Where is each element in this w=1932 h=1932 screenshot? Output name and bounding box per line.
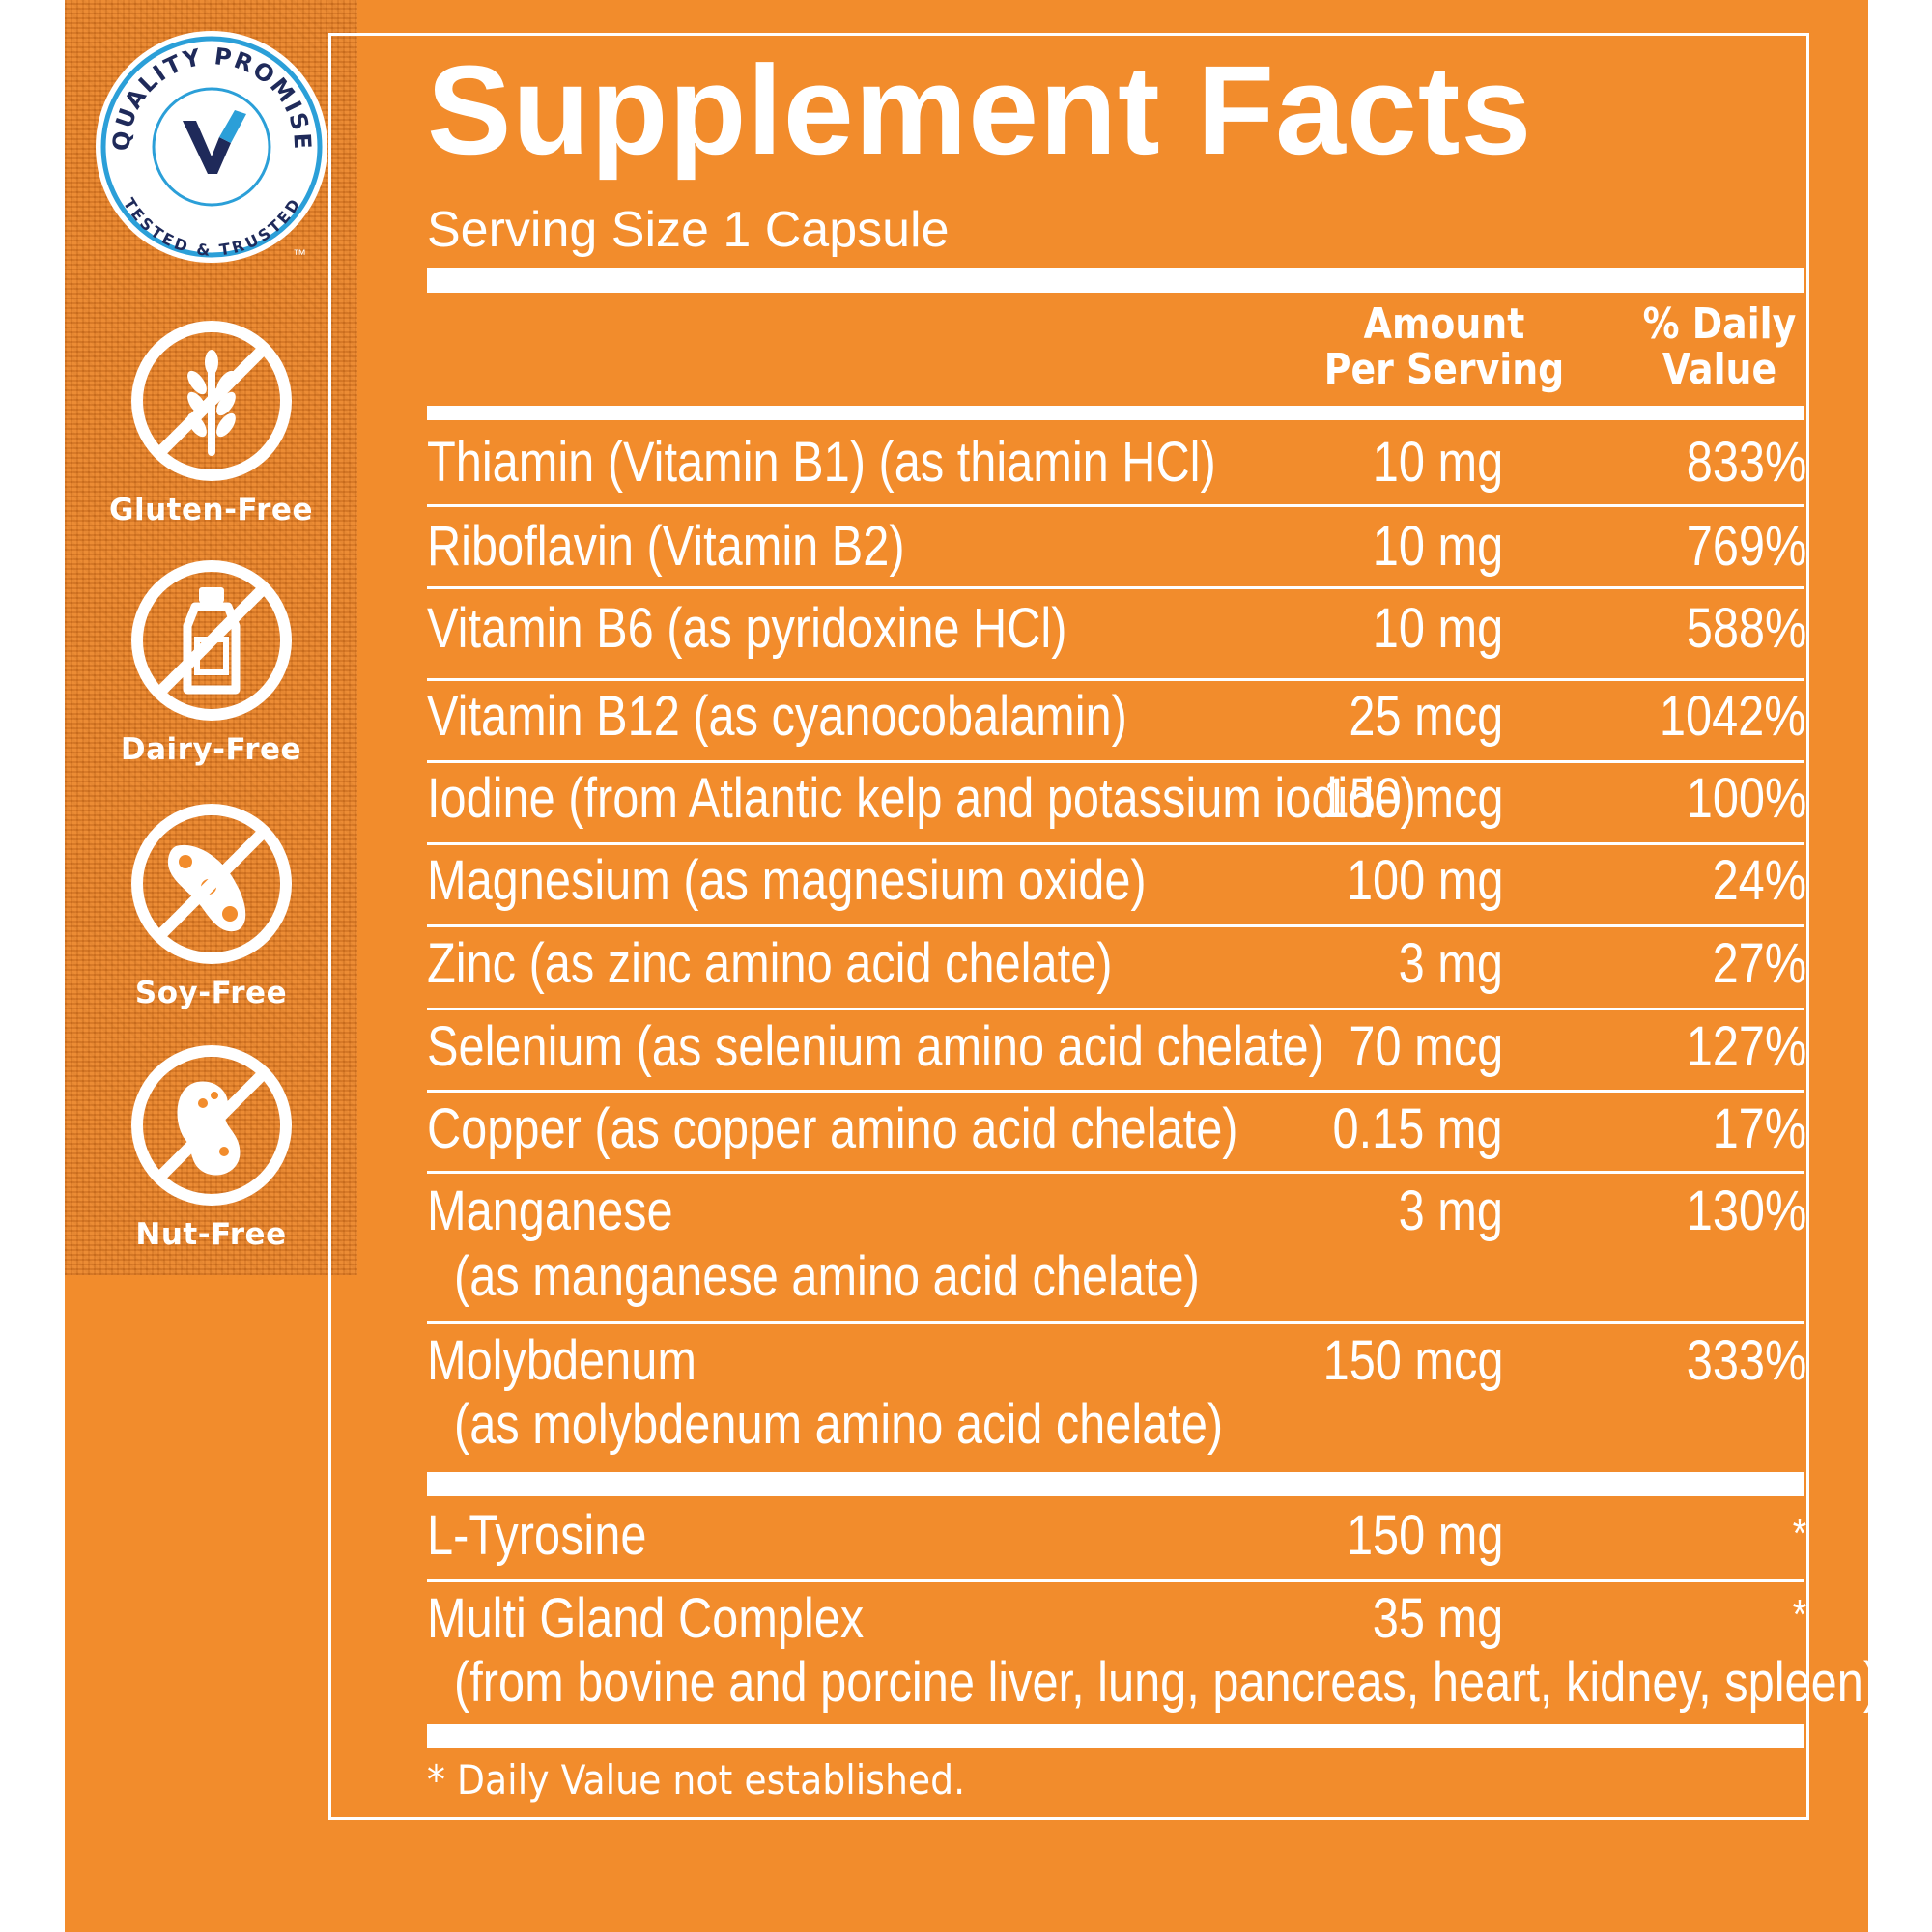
soy-free-label: Soy-Free [134,976,288,1010]
header-bar [427,406,1804,420]
daily-value-header: % Daily Value [1642,299,1797,394]
nut-free-block: Nut-Free [65,1043,357,1252]
mid-bar [427,1472,1804,1496]
milk-bottle-icon [130,560,292,721]
facts-box [328,33,1809,1820]
soy-free-block: Soy-Free [65,802,357,1010]
soybean-icon [130,804,292,964]
row-divider [427,1090,1804,1093]
row-divider [427,924,1804,927]
dairy-free-block: Dairy-Free [65,558,357,767]
row-divider [427,1579,1804,1582]
row-divider [427,1008,1804,1010]
label-panel: QUALITY PROMISE TESTED & TRUSTED ™ [65,0,1868,1932]
row-divider [427,760,1804,763]
nut-free-label: Nut-Free [135,1217,287,1252]
footnote: * Daily Value not established. [427,1756,966,1804]
row-divider [427,678,1804,681]
top-bar [427,268,1804,293]
row-divider [427,1321,1804,1324]
row-divider [427,504,1804,507]
quality-promise-badge: QUALITY PROMISE TESTED & TRUSTED [96,31,327,263]
sidebar: QUALITY PROMISE TESTED & TRUSTED ™ [65,0,357,1275]
trademark-mark: ™ [293,246,306,262]
row-divider [427,1171,1804,1174]
row-divider [427,842,1804,845]
gluten-free-block: Gluten-Free [65,319,357,527]
amount-header: Amount Per Serving [1323,299,1565,394]
wheat-icon [130,321,292,481]
dairy-free-label: Dairy-Free [120,732,302,767]
peanut-icon [130,1045,292,1206]
serving-size: Serving Size 1 Capsule [427,202,950,258]
bottom-bar [427,1724,1804,1748]
row-divider [427,586,1804,589]
facts-title: Supplement Facts [427,39,1533,181]
gluten-free-label: Gluten-Free [109,493,313,527]
